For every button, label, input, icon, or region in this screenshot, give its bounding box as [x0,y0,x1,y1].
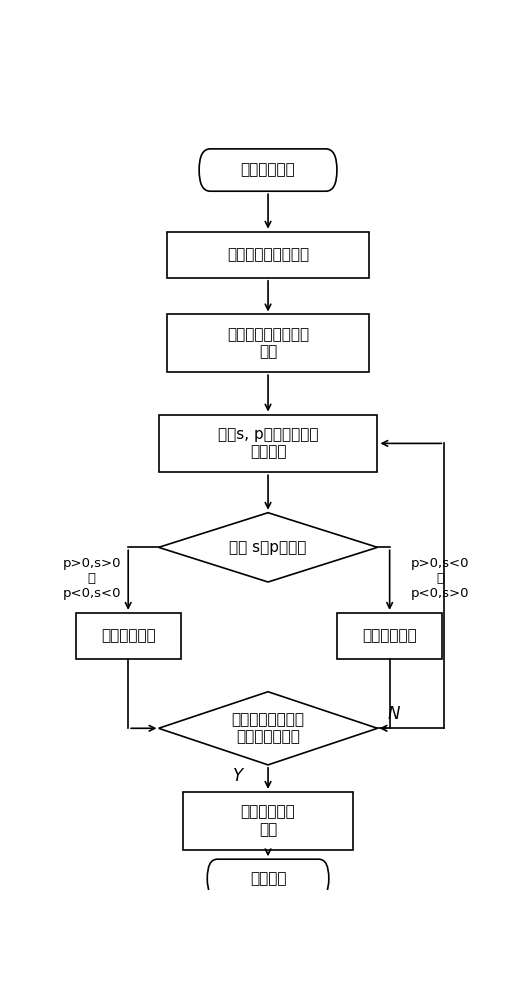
Text: 得到谐振频率
参数: 得到谐振频率 参数 [241,804,295,837]
Text: 减小开关频率: 减小开关频率 [101,628,155,643]
Text: 计算输入低压侧有功
功率: 计算输入低压侧有功 功率 [227,327,309,360]
Text: 启动测试平台: 启动测试平台 [241,163,295,178]
Text: Y: Y [233,767,243,785]
Text: 计算s, p评估开关频率
调整效果: 计算s, p评估开关频率 调整效果 [218,427,319,460]
Text: p>0,s>0
或
p<0,s<0: p>0,s>0 或 p<0,s<0 [62,557,121,600]
Text: 判断开关频率是否
与谐振频率匹配: 判断开关频率是否 与谐振频率匹配 [232,712,304,744]
Polygon shape [158,513,378,582]
Text: 采集低压侧电压电流: 采集低压侧电压电流 [227,247,309,262]
Polygon shape [158,692,378,765]
Text: 结束测试: 结束测试 [250,871,286,886]
Text: 判断 s，p的正负: 判断 s，p的正负 [230,540,306,555]
Bar [75,613,181,659]
Bar [158,415,378,472]
Text: 增加开关频率: 增加开关频率 [362,628,417,643]
Bar [167,232,369,278]
FancyBboxPatch shape [199,149,337,191]
Text: N: N [388,705,400,723]
Bar [183,792,353,850]
Text: p>0,s<0
或
p<0,s>0: p>0,s<0 或 p<0,s>0 [411,557,470,600]
Bar [337,613,442,659]
Bar [167,314,369,372]
FancyBboxPatch shape [207,859,329,898]
